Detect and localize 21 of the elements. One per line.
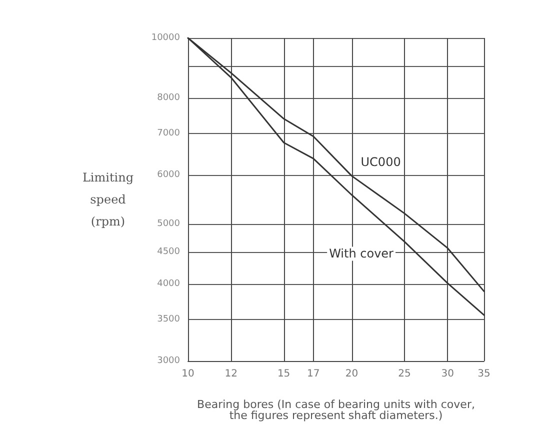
series-label: With cover: [329, 246, 394, 261]
y-tick-label: 4000: [157, 278, 180, 289]
y-axis-title: Limiting speed (rpm): [82, 170, 134, 228]
x-tick-label: 15: [277, 368, 290, 380]
x-tick-label: 35: [478, 368, 490, 380]
y-tick-label: 3500: [157, 314, 180, 325]
x-tick-label: 10: [182, 368, 194, 380]
y-tick-label: 5000: [157, 218, 180, 229]
y-tick-label: 7000: [157, 128, 180, 139]
x-tick-label: 25: [398, 368, 411, 380]
x-tick-label: 12: [224, 368, 238, 380]
y-tick-label: 4500: [157, 247, 180, 258]
y-tick-label: 6000: [157, 170, 180, 180]
x-axis-title: Bearing bores (In case of bearing units with cover, the figures represent shaft diameters.): [197, 398, 475, 422]
y-tick-label: 3000: [157, 356, 180, 366]
x-tick-label: 30: [441, 368, 454, 380]
x-tick-label: 17: [307, 368, 320, 380]
x-tick-label: 20: [345, 368, 358, 380]
y-tick-label: 8000: [157, 92, 180, 103]
series-label: UC000: [360, 154, 401, 169]
y-tick-label: 10000: [151, 33, 180, 43]
